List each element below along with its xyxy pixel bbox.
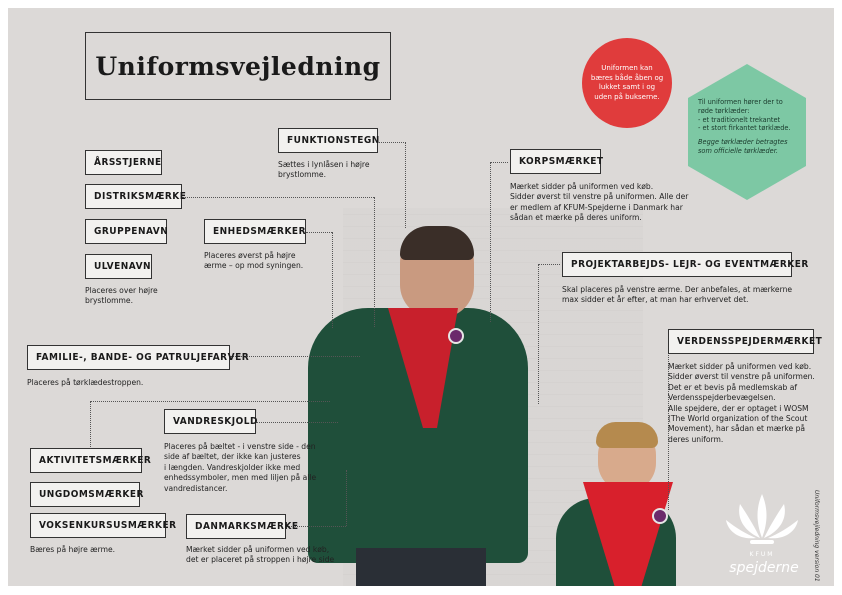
desc-ulvenavn: Placeres over højre brystlomme. (85, 286, 158, 307)
label-vandreskjold: VANDRESKJOLD (164, 409, 256, 434)
connector-aktivitet-v (90, 401, 91, 451)
adult-scout-hair (400, 226, 474, 260)
connector-distriktsmaerke-v (374, 197, 375, 327)
uniform-note-text: Uniformen kan bæres både åben og lukket … (590, 64, 664, 102)
scarf-note-text: Til uniformen hører der to røde tørklæde… (698, 98, 796, 156)
logo-kfum-text: KFUM (750, 551, 775, 558)
desc-funktionstegn: Sættes i lynlåsen i højre brystlomme. (278, 160, 370, 181)
label-verdens: VERDENSSPEJDERMÆRKET (668, 329, 814, 354)
uniform-note-circle: Uniformen kan bæres både åben og lukket … (582, 38, 672, 128)
connector-familie (230, 356, 360, 357)
connector-projekt (538, 264, 560, 265)
label-ungdom: UNGDOMSMÆRKER (30, 482, 140, 507)
connector-projekt-v (538, 264, 539, 404)
desc-vandreskjold: Placeres på bæltet - i venstre side - de… (164, 442, 316, 494)
connector-distriktsmaerke (182, 197, 374, 198)
version-note: Uniformsvejledning version 01 (813, 490, 820, 582)
title-box: Uniformsvejledning (85, 32, 391, 100)
connector-funktionstegn (405, 142, 406, 228)
label-projekt: PROJEKTARBEJDS- LEJR- OG EVENTMÆRKER (562, 252, 792, 277)
desc-voksen: Bæres på højre ærme. (30, 545, 115, 555)
label-danmark: DANMARKSMÆRKE (186, 514, 286, 539)
connector-korpsmaerket-v (490, 162, 491, 322)
label-voksen: VOKSENKURSUSMÆRKER (30, 513, 166, 538)
desc-familie: Placeres på tørklædestroppen. (27, 378, 143, 388)
desc-korpsmaerket: Mærket sidder på uniformen ved køb. Sidd… (510, 182, 688, 224)
label-distriktsmaerke: DISTRIKSMÆRKE (85, 184, 182, 209)
label-funktionstegn: FUNKTIONSTEGN (278, 128, 378, 153)
label-ulvenavn: ULVENAVN (85, 254, 152, 279)
connector-vandreskjold (256, 422, 338, 423)
page-title: Uniformsvejledning (95, 52, 380, 81)
label-gruppenavn: GRUPPENAVN (85, 219, 167, 244)
desc-verdens: Mærket sidder på uniformen ved køb. Sidd… (668, 362, 815, 445)
child-scout-hair (596, 422, 658, 448)
label-enhedsmaerker: ENHEDSMÆRKER (204, 219, 306, 244)
connector-korpsmaerket (490, 162, 508, 163)
adult-scout-trousers (356, 548, 486, 586)
label-aktivitet: AKTIVITETSMÆRKER (30, 448, 142, 473)
desc-danmark: Mærket sidder på uniformen ved køb, det … (186, 545, 334, 566)
connector-aktivitet (90, 401, 330, 402)
label-familie: FAMILIE-, BANDE- OG PATRULJEFARVER (27, 345, 230, 370)
logo-name: spejderne (726, 560, 802, 576)
desc-projekt: Skal placeres på venstre ærme. Der anbef… (562, 285, 792, 306)
label-aarsstjerne: ÅRSSTJERNE (85, 150, 162, 175)
connector-enhedsmaerker (306, 232, 332, 233)
connector-danmark-v (346, 470, 347, 526)
connector-enhedsmaerker-v (332, 232, 333, 328)
world-scout-badge-child (652, 508, 668, 524)
connector-funktionstegn-h (376, 142, 406, 143)
desc-enhedsmaerker: Placeres øverst på højre ærme – op mod s… (204, 251, 303, 272)
poster: Uniformsvejledning ÅRSSTJERNE DISTRIKSMÆ… (8, 8, 834, 586)
label-korpsmaerket: KORPSMÆRKET (510, 149, 601, 174)
world-scout-badge-adult (448, 328, 464, 344)
